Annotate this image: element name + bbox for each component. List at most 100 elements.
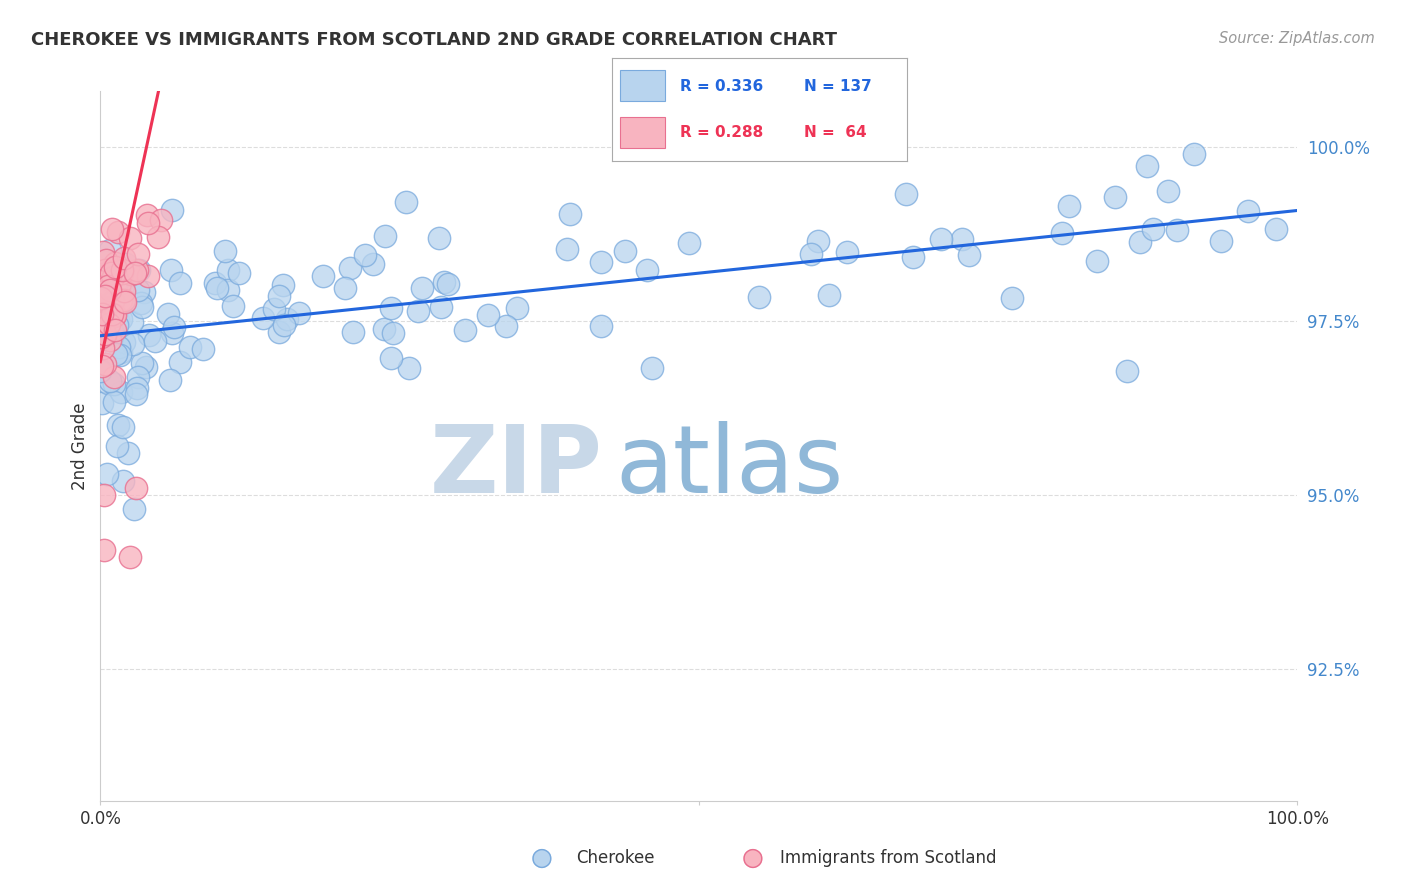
Point xyxy=(162,326,184,341)
Point xyxy=(1104,190,1126,204)
Point xyxy=(228,266,250,280)
Point xyxy=(636,263,658,277)
Text: Immigrants from Scotland: Immigrants from Scotland xyxy=(780,849,997,867)
Point xyxy=(205,281,228,295)
Point xyxy=(97,376,120,390)
Point xyxy=(94,328,117,343)
Point xyxy=(90,292,112,306)
Point xyxy=(93,263,115,277)
Point xyxy=(100,323,122,337)
Point xyxy=(98,283,121,297)
Point xyxy=(118,230,141,244)
Text: CHEROKEE VS IMMIGRANTS FROM SCOTLAND 2ND GRADE CORRELATION CHART: CHEROKEE VS IMMIGRANTS FROM SCOTLAND 2ND… xyxy=(31,31,837,49)
Point xyxy=(107,313,129,327)
Point xyxy=(103,376,125,391)
Point xyxy=(90,306,112,320)
Point xyxy=(380,301,402,315)
Point xyxy=(641,361,664,376)
Point xyxy=(252,311,274,326)
Point xyxy=(214,244,236,258)
Bar xyxy=(620,118,665,148)
Point xyxy=(342,326,364,340)
Point xyxy=(678,235,700,250)
Point xyxy=(800,247,823,261)
Point xyxy=(128,263,150,277)
Point xyxy=(114,294,136,309)
Point xyxy=(103,299,125,313)
Point xyxy=(555,242,578,256)
Point xyxy=(110,345,132,359)
Point xyxy=(120,267,142,281)
Point xyxy=(146,230,169,244)
Point xyxy=(150,213,173,227)
Point xyxy=(179,340,201,354)
Point xyxy=(110,263,132,277)
Point xyxy=(104,322,127,336)
Point xyxy=(125,481,148,495)
Point xyxy=(93,543,115,558)
Point xyxy=(122,337,145,351)
Point xyxy=(94,304,117,318)
Point xyxy=(263,302,285,317)
Point xyxy=(93,327,115,342)
Point xyxy=(100,266,122,280)
Point xyxy=(124,501,146,516)
Point xyxy=(110,293,132,308)
Text: R = 0.336: R = 0.336 xyxy=(679,79,763,95)
Point xyxy=(495,318,517,333)
Point xyxy=(94,358,117,372)
Point xyxy=(114,257,136,271)
Point xyxy=(124,266,146,280)
Bar xyxy=(620,70,665,101)
Point xyxy=(411,281,433,295)
Point xyxy=(90,329,112,343)
Point xyxy=(98,374,121,388)
Point xyxy=(112,252,135,266)
Point xyxy=(1209,234,1232,248)
Point xyxy=(477,308,499,322)
Point xyxy=(111,293,134,308)
Point xyxy=(353,248,375,262)
Point xyxy=(748,290,770,304)
Point xyxy=(121,315,143,329)
Point xyxy=(89,285,111,300)
Point xyxy=(98,317,121,331)
Point xyxy=(267,289,290,303)
Point xyxy=(91,396,114,410)
Point xyxy=(613,244,636,259)
Point xyxy=(127,263,149,277)
Point xyxy=(159,374,181,388)
Point xyxy=(333,281,356,295)
Point xyxy=(1085,253,1108,268)
Point xyxy=(1116,364,1139,378)
Point xyxy=(591,255,613,269)
Point xyxy=(361,257,384,271)
Point xyxy=(91,303,114,318)
Point xyxy=(1001,291,1024,305)
Point xyxy=(112,474,135,488)
Point xyxy=(100,263,122,277)
Point xyxy=(105,439,128,453)
Point xyxy=(97,285,120,299)
Point xyxy=(91,245,114,260)
Point xyxy=(93,315,115,329)
Text: ●: ● xyxy=(530,847,553,870)
Point xyxy=(1166,223,1188,237)
Text: ZIP: ZIP xyxy=(430,421,603,513)
Point xyxy=(1237,204,1260,219)
Point xyxy=(91,331,114,345)
Point xyxy=(108,277,131,291)
Point xyxy=(96,327,118,342)
Text: ○: ○ xyxy=(530,847,553,870)
Point xyxy=(89,363,111,377)
Point xyxy=(222,299,245,313)
Point xyxy=(91,282,114,296)
Point xyxy=(160,203,183,218)
Point xyxy=(217,263,239,277)
Point xyxy=(94,252,117,267)
Point xyxy=(100,259,122,273)
Point xyxy=(135,360,157,375)
Point xyxy=(312,268,335,283)
Point xyxy=(90,364,112,378)
Point xyxy=(112,293,135,307)
